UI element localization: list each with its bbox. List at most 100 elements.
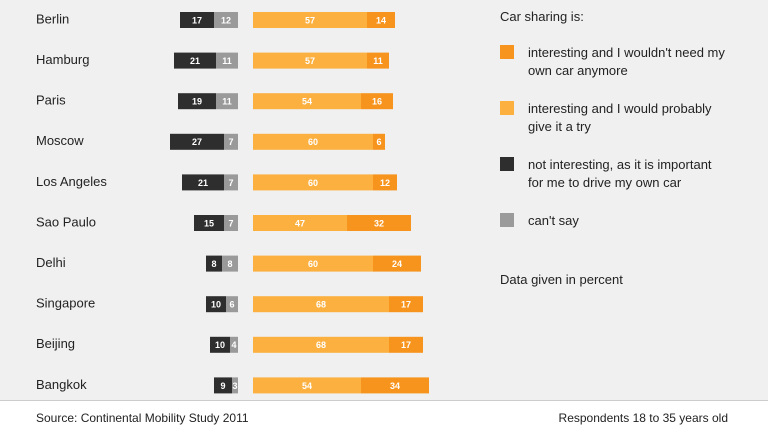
- bar-segment: [373, 133, 385, 150]
- bar-segment: [222, 255, 238, 272]
- legend-swatch: [500, 157, 514, 171]
- value-label: 6: [376, 137, 381, 147]
- category-label: Moscow: [36, 133, 84, 148]
- value-label: 11: [222, 97, 232, 107]
- source: Source: Continental Mobility Study 2011: [36, 411, 249, 425]
- value-label: 4: [231, 340, 236, 350]
- bar-segment: [216, 93, 238, 110]
- value-label: 32: [374, 218, 384, 228]
- value-label: 24: [392, 259, 402, 269]
- bar-segment: [224, 174, 238, 191]
- bar-segment: [253, 336, 389, 353]
- value-label: 9: [220, 381, 225, 391]
- value-label: 14: [376, 15, 386, 25]
- value-label: 16: [372, 97, 382, 107]
- bar-segment: [373, 255, 421, 272]
- value-label: 10: [211, 300, 221, 310]
- legend-swatch: [500, 213, 514, 227]
- legend-label: can't say: [528, 213, 579, 228]
- bar-segment: [226, 296, 238, 313]
- bar-segment: [206, 255, 222, 272]
- bar-segment: [253, 215, 347, 231]
- legend-item: interesting and I wouldn't need my own c…: [500, 44, 728, 80]
- category-label: Delhi: [36, 255, 66, 270]
- value-label: 57: [305, 15, 315, 25]
- bar-segment: [214, 12, 238, 28]
- bar-segment: [194, 215, 224, 231]
- bar-segment: [253, 255, 373, 272]
- category-label: Berlin: [36, 11, 69, 26]
- bar-segment: [174, 52, 216, 69]
- bar-segment: [389, 336, 423, 353]
- category-label: Paris: [36, 93, 66, 108]
- bar-segment: [178, 93, 216, 110]
- category-label: Sao Paulo: [36, 214, 96, 229]
- value-label: 7: [228, 137, 233, 147]
- legend-label: interesting and I would probably give it…: [528, 101, 712, 134]
- bar-segment: [361, 93, 393, 110]
- value-label: 27: [192, 137, 202, 147]
- value-label: 12: [221, 15, 231, 25]
- value-label: 47: [295, 218, 305, 228]
- category-label: Hamburg: [36, 52, 89, 67]
- value-label: 60: [308, 259, 318, 269]
- bar-segment: [232, 377, 238, 394]
- value-label: 57: [305, 56, 315, 66]
- bar-segment: [253, 377, 361, 394]
- value-label: 11: [222, 56, 232, 66]
- legend-item: can't say: [500, 212, 728, 230]
- chart-plot: Berlin 12 17 57 14 Hamburg 11 21 57 11 Paris 11 19 54…: [36, 11, 429, 394]
- value-label: 19: [192, 97, 202, 107]
- value-label: 54: [302, 97, 312, 107]
- value-label: 21: [198, 178, 208, 188]
- bar-segment: [253, 93, 361, 110]
- value-label: 54: [302, 381, 312, 391]
- bar-segment: [210, 336, 230, 353]
- value-label: 7: [228, 178, 233, 188]
- bar-segment: [180, 12, 214, 28]
- bar-segment: [373, 174, 397, 191]
- legend: Car sharing is: interesting and I wouldn…: [500, 9, 760, 287]
- bar-segment: [367, 52, 389, 69]
- value-label: 17: [401, 340, 411, 350]
- bar-segment: [182, 174, 224, 191]
- legend-item: not interesting, as it is important for …: [500, 156, 728, 192]
- bar-segment: [253, 133, 373, 150]
- value-label: 6: [229, 300, 234, 310]
- legend-swatch: [500, 101, 514, 115]
- value-label: 68: [316, 340, 326, 350]
- legend-swatch: [500, 45, 514, 59]
- bar-segment: [347, 215, 411, 231]
- footer: Source: Continental Mobility Study 2011 …: [0, 400, 768, 433]
- category-label: Los Angeles: [36, 174, 107, 189]
- note: Data given in percent: [500, 272, 623, 287]
- legend-items: interesting and I wouldn't need my own c…: [500, 44, 760, 230]
- category-label: Bangkok: [36, 377, 87, 392]
- legend-title: Car sharing is:: [500, 9, 584, 24]
- bar-segment: [253, 296, 389, 313]
- bar-segment: [224, 133, 238, 150]
- value-label: 15: [204, 218, 214, 228]
- bar-segment: [367, 12, 395, 28]
- footnote: Respondents 18 to 35 years old: [558, 411, 728, 425]
- value-label: 34: [390, 381, 400, 391]
- value-label: 60: [308, 137, 318, 147]
- value-label: 11: [373, 56, 383, 66]
- value-label: 60: [308, 178, 318, 188]
- value-label: 10: [215, 340, 225, 350]
- legend-label: interesting and I wouldn't need my own c…: [528, 45, 725, 78]
- value-label: 8: [227, 259, 232, 269]
- bar-segment: [253, 174, 373, 191]
- bar-segment: [253, 52, 367, 69]
- value-label: 8: [211, 259, 216, 269]
- bar-segment: [253, 12, 367, 28]
- value-label: 7: [228, 218, 233, 228]
- legend-item: interesting and I would probably give it…: [500, 100, 728, 136]
- value-label: 12: [380, 178, 390, 188]
- bar-segment: [361, 377, 429, 394]
- value-label: 68: [316, 300, 326, 310]
- bar-segment: [230, 336, 238, 353]
- category-label: Beijing: [36, 336, 75, 351]
- bar-segment: [206, 296, 226, 313]
